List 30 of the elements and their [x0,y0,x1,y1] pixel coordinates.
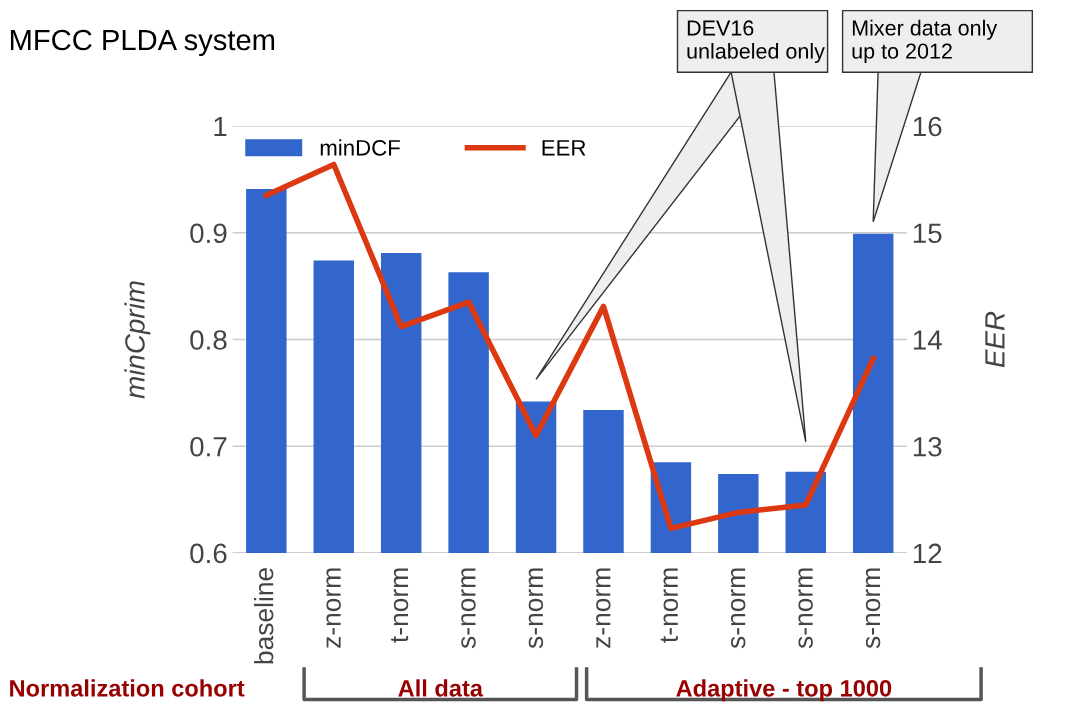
x-tick-label: t-norm [660,568,678,643]
y-tick-label: 0.9 [190,223,227,244]
text: Adaptive - top 1000 [676,679,892,702]
y-axis-title: minCprim [124,281,151,399]
x-tick-label: s-norm [461,568,476,649]
x-tick-label: baseline [254,568,274,664]
x-tick-label: z-norm [326,568,341,648]
x-tick-label: s-norm [865,568,881,649]
x-tick-label: t-norm [390,568,409,643]
y-tick-label: 1 [214,116,227,137]
x-tick-label: s-norm [730,568,746,649]
y2-tick-label: 15 [913,223,942,244]
y-tick-label: 0.7 [190,436,227,457]
y2-axis-title: EER [985,311,1005,368]
y2-tick-label: 12 [913,543,942,564]
y2-tick-label: 14 [913,330,942,350]
chart-title: MFCC PLDA system [10,29,275,57]
y-tick-label: 0.8 [190,330,227,350]
text: DEV16 unlabeled only [687,20,825,64]
legend-label: minDCF [320,139,400,156]
x-tick-label: z-norm [596,568,611,648]
x-tick-label: s-norm [528,568,544,649]
text: Normalization cohort [10,679,245,697]
y2-tick-label: 13 [913,436,942,457]
text: Mixer data only up to 2012 [852,19,998,64]
y2-tick-label: 16 [913,116,942,137]
legend-label: EER [542,140,586,156]
y-tick-label: 0.6 [190,543,227,564]
x-tick-label: s-norm [798,568,813,649]
text: All data [398,679,484,697]
